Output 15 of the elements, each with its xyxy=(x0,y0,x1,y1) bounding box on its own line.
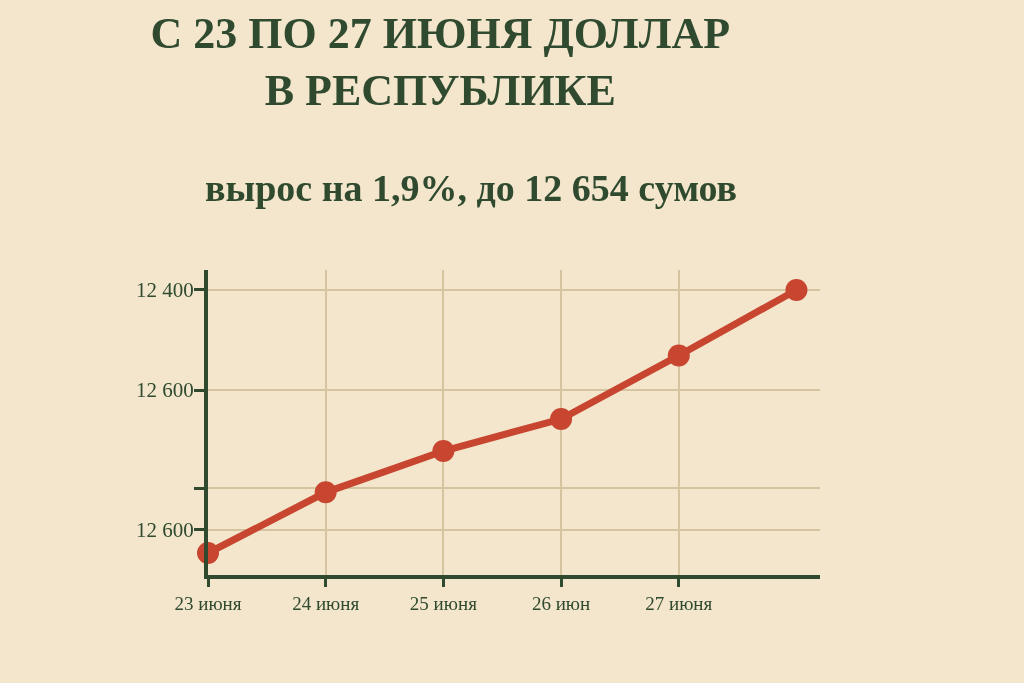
x-tick-label: 23 июня xyxy=(174,592,242,614)
x-tick-label: 25 июня xyxy=(409,592,478,614)
point xyxy=(785,278,808,301)
point xyxy=(432,440,455,462)
text: 12 600 xyxy=(136,378,194,402)
point xyxy=(550,408,573,431)
x-tick-label: 26 июн xyxy=(531,592,591,614)
chart-title: С 23 ПО 27 ИЮНЯ ДОЛЛАР В РЕСПУБЛИКЕ xyxy=(150,8,731,116)
point xyxy=(667,344,690,367)
chart-subtitle: вырос на 1,9%, до 12 654 сумов xyxy=(205,167,738,209)
text: 12 400 xyxy=(136,278,194,302)
text: 12 600 xyxy=(136,518,194,542)
x-tick-label: 27 июня xyxy=(645,592,713,614)
point xyxy=(314,481,337,504)
x-tick-label: 24 июня xyxy=(292,592,360,614)
